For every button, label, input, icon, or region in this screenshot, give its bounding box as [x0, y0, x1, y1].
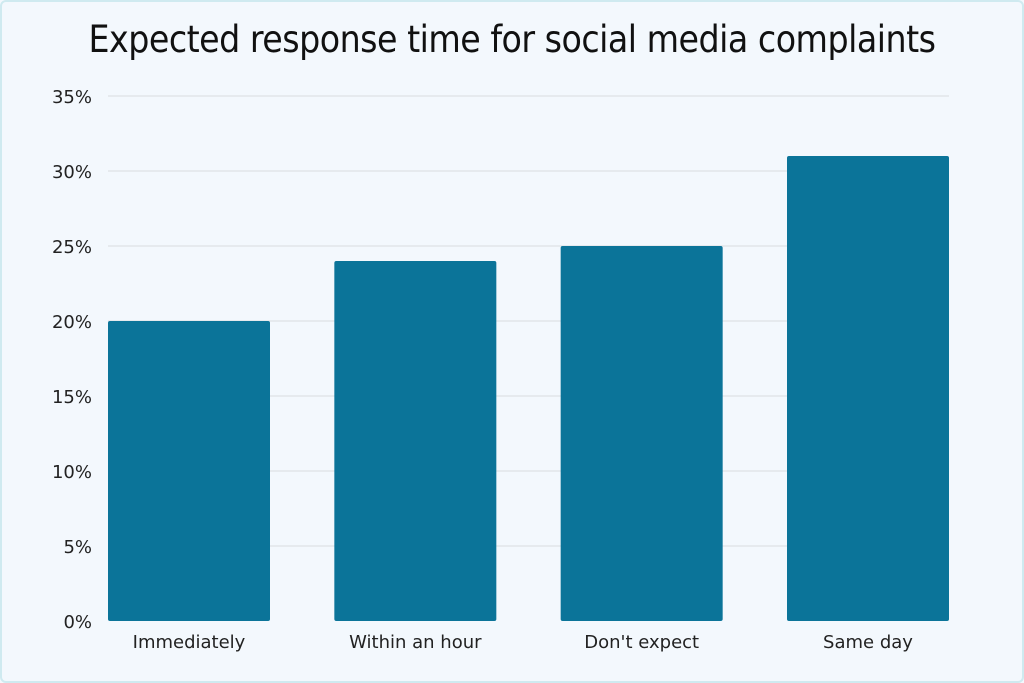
bar: [787, 156, 949, 621]
y-tick-label: 5%: [63, 537, 92, 558]
x-tick-label: Same day: [823, 632, 913, 653]
y-tick-label: 25%: [52, 237, 92, 258]
chart-title: Expected response time for social media …: [88, 18, 936, 61]
y-tick-label: 35%: [52, 87, 92, 108]
bar: [334, 261, 497, 621]
y-tick-label: 15%: [52, 387, 92, 408]
bar: [108, 321, 270, 621]
y-tick-label: 30%: [52, 162, 92, 183]
y-tick-label: 10%: [52, 462, 92, 483]
bar: [560, 246, 723, 621]
x-tick-label: Within an hour: [349, 632, 482, 653]
x-tick-label: Don't expect: [584, 632, 699, 653]
y-tick-label: 20%: [52, 312, 92, 333]
x-tick-label: Immediately: [133, 632, 246, 653]
y-tick-label: 0%: [63, 612, 92, 633]
